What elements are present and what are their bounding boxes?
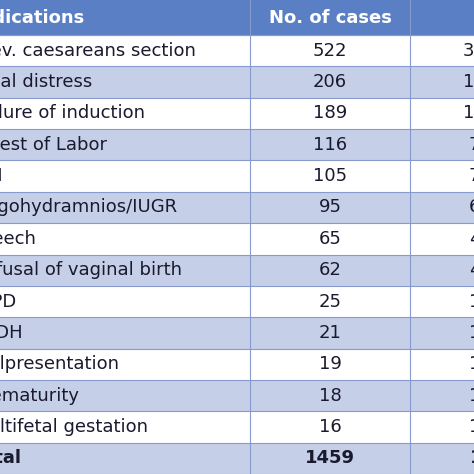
Bar	[410, 0, 474, 35]
Text: 189: 189	[313, 104, 347, 122]
Text: Prev. caesareans section: Prev. caesareans section	[0, 42, 196, 60]
Bar	[410, 129, 474, 160]
Text: PIH: PIH	[0, 167, 3, 185]
Bar	[250, 98, 410, 129]
Bar	[250, 286, 410, 317]
Bar	[410, 411, 474, 443]
Bar	[0, 0, 250, 35]
Text: 7.18%: 7.18%	[469, 167, 474, 185]
Text: Total: Total	[0, 449, 22, 467]
Bar	[0, 411, 250, 443]
Text: 1.30%: 1.30%	[469, 355, 474, 373]
Text: 1.71%: 1.71%	[469, 292, 474, 310]
Text: 14.09%: 14.09%	[463, 73, 474, 91]
Text: 4.44%: 4.44%	[469, 230, 474, 248]
Text: 25: 25	[319, 292, 341, 310]
Text: 62: 62	[319, 261, 341, 279]
Text: IUPD: IUPD	[0, 292, 16, 310]
Text: 95: 95	[319, 199, 341, 217]
Bar	[410, 380, 474, 411]
Text: 206: 206	[313, 73, 347, 91]
Bar	[0, 380, 250, 411]
Text: Indications: Indications	[0, 9, 84, 27]
Bar	[410, 255, 474, 286]
Text: Prematurity: Prematurity	[0, 387, 79, 405]
Bar	[250, 348, 410, 380]
Text: 65: 65	[319, 230, 341, 248]
Bar	[0, 286, 250, 317]
Bar	[410, 160, 474, 192]
Bar	[250, 255, 410, 286]
Bar	[410, 443, 474, 474]
Bar	[250, 411, 410, 443]
Bar	[250, 35, 410, 66]
Bar	[0, 66, 250, 98]
Bar	[250, 66, 410, 98]
Text: 6.50%: 6.50%	[469, 199, 474, 217]
Text: 16: 16	[319, 418, 341, 436]
Bar	[0, 35, 250, 66]
Bar	[0, 129, 250, 160]
Text: Multifetal gestation: Multifetal gestation	[0, 418, 148, 436]
Text: 522: 522	[313, 42, 347, 60]
Text: 19: 19	[319, 355, 341, 373]
Bar	[410, 35, 474, 66]
Text: 1.09%: 1.09%	[469, 418, 474, 436]
Text: Arrest of Labor: Arrest of Labor	[0, 136, 107, 154]
Bar	[410, 98, 474, 129]
Text: 105: 105	[313, 167, 347, 185]
Text: Malpresentation: Malpresentation	[0, 355, 119, 373]
Bar	[410, 286, 474, 317]
Bar	[410, 66, 474, 98]
Bar	[250, 192, 410, 223]
Bar	[250, 223, 410, 255]
Bar	[250, 160, 410, 192]
Bar	[0, 192, 250, 223]
Bar	[250, 317, 410, 348]
Text: 7.93%: 7.93%	[469, 136, 474, 154]
Text: 100%: 100%	[470, 449, 474, 467]
Text: Fetal distress: Fetal distress	[0, 73, 92, 91]
Text: 116: 116	[313, 136, 347, 154]
Text: 18: 18	[319, 387, 341, 405]
Text: 1.23%: 1.23%	[469, 387, 474, 405]
Text: 35.72%: 35.72%	[463, 42, 474, 60]
Bar	[250, 380, 410, 411]
Bar	[0, 160, 250, 192]
Bar	[250, 0, 410, 35]
Bar	[410, 192, 474, 223]
Text: Failure of induction: Failure of induction	[0, 104, 145, 122]
Bar	[0, 223, 250, 255]
Bar	[0, 348, 250, 380]
Bar	[410, 223, 474, 255]
Bar	[250, 129, 410, 160]
Bar	[250, 443, 410, 474]
Bar	[410, 317, 474, 348]
Text: Oligohydramnios/IUGR: Oligohydramnios/IUGR	[0, 199, 177, 217]
Text: 12.93%: 12.93%	[463, 104, 474, 122]
Text: 4.24%: 4.24%	[469, 261, 474, 279]
Text: 1459: 1459	[305, 449, 355, 467]
Text: No. of cases: No. of cases	[269, 9, 392, 27]
Bar	[0, 443, 250, 474]
Text: 21: 21	[319, 324, 341, 342]
Bar	[0, 255, 250, 286]
Bar	[410, 348, 474, 380]
Text: Breech: Breech	[0, 230, 36, 248]
Text: APDH: APDH	[0, 324, 24, 342]
Text: 1.43%: 1.43%	[469, 324, 474, 342]
Bar	[0, 98, 250, 129]
Bar	[0, 317, 250, 348]
Text: Refusal of vaginal birth: Refusal of vaginal birth	[0, 261, 182, 279]
